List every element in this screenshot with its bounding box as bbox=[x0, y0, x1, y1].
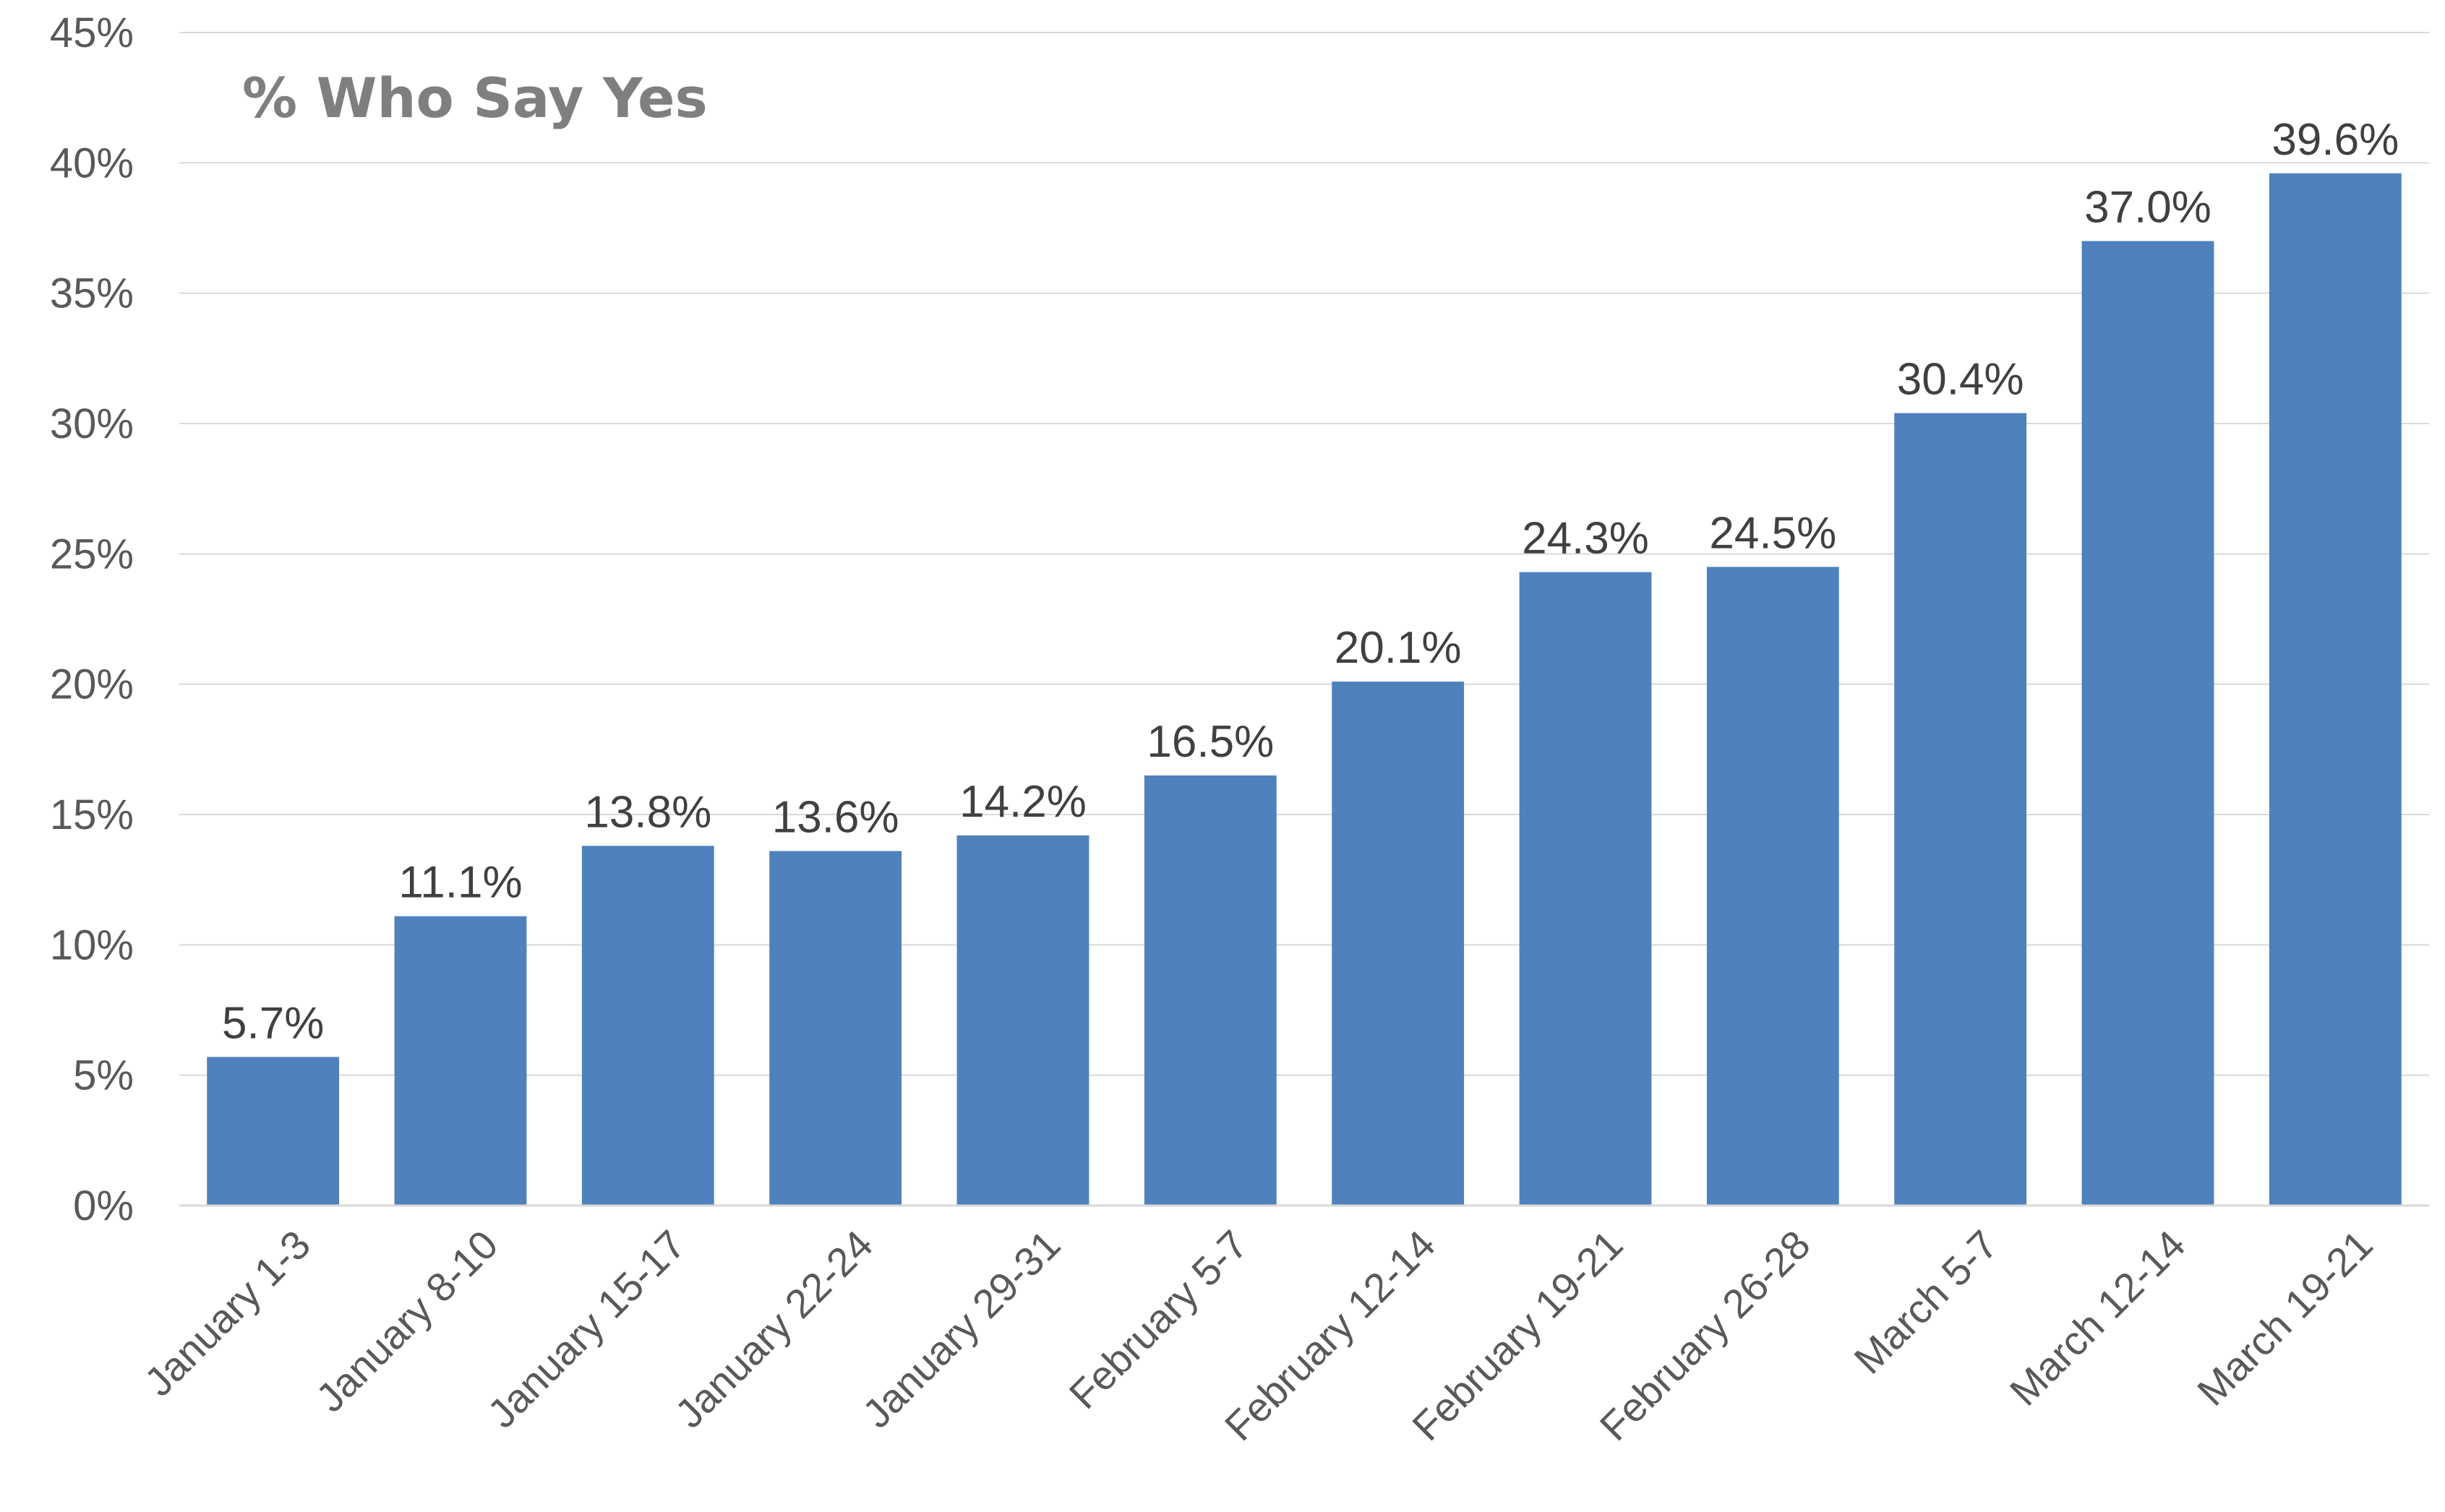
y-tick-label: 10% bbox=[50, 922, 134, 968]
x-tick-label: January 22-24 bbox=[666, 1221, 881, 1437]
bar bbox=[1894, 413, 2027, 1206]
y-tick-label: 20% bbox=[50, 661, 134, 708]
data-label: 13.6% bbox=[772, 792, 899, 842]
y-tick-label: 30% bbox=[50, 400, 134, 447]
bar bbox=[1332, 682, 1465, 1206]
x-tick-label: January 15-17 bbox=[479, 1221, 694, 1437]
chart-title: % Who Say Yes bbox=[242, 66, 708, 130]
x-tick-label: March 5-7 bbox=[1845, 1221, 2006, 1383]
y-tick-label: 15% bbox=[50, 791, 134, 838]
bar bbox=[769, 851, 902, 1206]
y-tick-label: 5% bbox=[73, 1052, 134, 1099]
bar bbox=[956, 835, 1089, 1206]
x-tick-label: March 12-14 bbox=[2001, 1221, 2194, 1414]
data-label: 5.7% bbox=[222, 998, 324, 1048]
data-label: 13.8% bbox=[584, 787, 711, 837]
data-labels: 5.7% 11.1% 13.8% 13.6% 14.2% 16.5% 20.1% 24.3% 2… bbox=[222, 115, 2399, 1049]
bar bbox=[2269, 173, 2402, 1206]
data-label: 30.4% bbox=[1897, 355, 2024, 405]
bar bbox=[394, 916, 527, 1206]
y-tick-label: 35% bbox=[50, 270, 134, 317]
x-tick-label: February 5-7 bbox=[1061, 1221, 1256, 1417]
y-tick-label: 0% bbox=[73, 1182, 134, 1229]
bar bbox=[1144, 775, 1277, 1206]
data-label: 16.5% bbox=[1147, 717, 1274, 767]
bar bbox=[207, 1057, 340, 1206]
y-tick-label: 25% bbox=[50, 531, 134, 577]
data-label: 39.6% bbox=[2271, 115, 2399, 165]
data-label: 37.0% bbox=[2084, 183, 2211, 233]
x-tick-label: January 8-10 bbox=[307, 1221, 507, 1421]
x-tick-label: January 1-3 bbox=[135, 1221, 319, 1405]
bars bbox=[207, 173, 2402, 1206]
y-axis-ticks: 0% 5% 10% 15% 20% 25% 30% 35% 40% 45% bbox=[50, 9, 134, 1229]
gridlines bbox=[179, 32, 2429, 1076]
x-tick-label: January 29-31 bbox=[854, 1221, 1069, 1437]
y-tick-label: 40% bbox=[50, 139, 134, 186]
data-label: 24.3% bbox=[1522, 514, 1649, 564]
bar bbox=[581, 846, 714, 1206]
data-label: 11.1% bbox=[398, 858, 522, 908]
data-label: 24.5% bbox=[1709, 508, 1836, 558]
x-tick-label: March 19-21 bbox=[2188, 1221, 2381, 1414]
data-label: 20.1% bbox=[1335, 623, 1462, 673]
bar bbox=[2081, 241, 2214, 1206]
data-label: 14.2% bbox=[959, 777, 1087, 827]
y-tick-label: 45% bbox=[50, 9, 134, 56]
bar bbox=[1519, 572, 1652, 1206]
bar bbox=[1706, 567, 1839, 1206]
